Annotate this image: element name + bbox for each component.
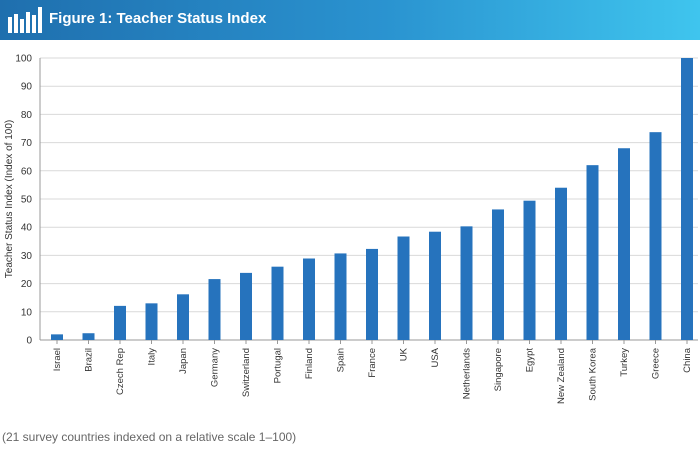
x-tick-label: UK: [399, 347, 410, 361]
x-tick-label: Switzerland: [241, 348, 252, 397]
x-tick-label: Finland: [304, 348, 315, 379]
y-tick-label: 10: [21, 307, 33, 318]
bar: [51, 334, 63, 340]
x-tick-label: Portugal: [273, 348, 284, 383]
bar: [492, 209, 504, 340]
x-tick-label: Germany: [210, 348, 221, 387]
y-axis-title: Teacher Status Index (Index of 100): [4, 120, 15, 278]
x-tick-label: Singapore: [493, 348, 504, 391]
x-tick-label: Italy: [147, 348, 158, 366]
x-tick-label: Czech Rep: [115, 348, 126, 395]
x-tick-label: Egypt: [525, 348, 536, 373]
bar: [303, 258, 315, 340]
bar: [397, 236, 410, 340]
bar: [618, 148, 630, 340]
bar: [649, 132, 662, 340]
x-tick-label: Greece: [651, 348, 662, 379]
x-tick-label: Japan: [178, 348, 189, 374]
y-tick-label: 60: [21, 166, 33, 177]
figure-header: Figure 1: Teacher Status Index: [0, 0, 700, 40]
y-tick-label: 30: [21, 251, 33, 262]
figure-title: Figure 1: Teacher Status Index: [49, 10, 267, 27]
x-tick-label: Israel: [52, 348, 63, 371]
bar: [366, 248, 378, 340]
y-tick-label: 70: [21, 138, 33, 149]
bar: [145, 303, 158, 340]
bar: [208, 279, 221, 340]
bar-chart-icon: [8, 7, 42, 33]
x-tick-label: China: [682, 347, 693, 373]
x-tick-label: Turkey: [619, 348, 630, 377]
y-tick-label: 0: [26, 336, 32, 347]
bar: [271, 266, 284, 340]
y-tick-label: 80: [21, 110, 33, 121]
bar: [82, 333, 95, 340]
x-tick-label: Netherlands: [462, 348, 473, 399]
y-tick-label: 90: [21, 82, 33, 93]
x-tick-label: France: [367, 348, 378, 378]
bar: [240, 272, 252, 340]
footnote: (21 survey countries indexed on a relati…: [2, 430, 297, 444]
bar: [555, 187, 567, 340]
bar: [460, 226, 473, 340]
bar: [114, 305, 126, 340]
x-tick-label: South Korea: [588, 347, 599, 401]
bar-chart: 0 10 20 30 40 50 60 70 80 90 100 Teacher Status Ind…: [4, 54, 698, 404]
bar: [681, 58, 693, 340]
x-tick-label: New Zealand: [556, 348, 567, 404]
x-tick-label: Brazil: [84, 348, 95, 372]
bar: [177, 294, 189, 340]
y-tick-label: 20: [21, 279, 33, 290]
bar: [334, 253, 347, 340]
bar: [523, 200, 536, 340]
y-tick-label: 40: [21, 223, 33, 234]
x-tick-label: USA: [430, 347, 441, 367]
bar: [586, 165, 599, 340]
bar: [429, 231, 441, 340]
x-tick-label: Spain: [336, 348, 347, 372]
y-tick-label: 100: [15, 54, 32, 65]
y-tick-label: 50: [21, 195, 33, 206]
